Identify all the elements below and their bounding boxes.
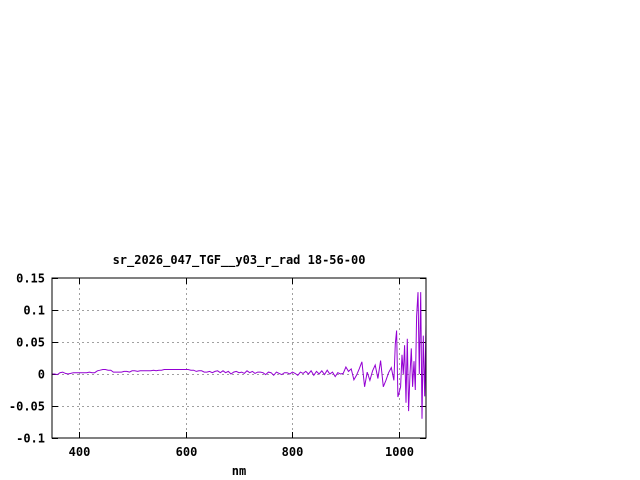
- y-tick-label: 0: [38, 368, 45, 382]
- y-tick-label: -0.05: [9, 400, 45, 414]
- series: [52, 292, 427, 419]
- ticks: 400 600 800 1000 -0.1 -0.05 0 0.05 0.1 0.15: [9, 272, 426, 459]
- y-tick-label: 0.1: [23, 304, 45, 318]
- grid: [52, 278, 426, 438]
- plot-frame: [51, 277, 427, 439]
- chart-title: sr_2026_047_TGF__y03_r_rad 18-56-00: [113, 253, 366, 268]
- x-tick-label: 600: [176, 445, 198, 459]
- y-tick-label: 0.15: [16, 272, 45, 286]
- x-tick-label: 800: [282, 445, 304, 459]
- series-line: [52, 292, 427, 419]
- x-tick-label: 1000: [385, 445, 414, 459]
- x-axis-label: nm: [232, 464, 246, 478]
- x-tick-label: 400: [69, 445, 91, 459]
- y-tick-label: 0.05: [16, 336, 45, 350]
- y-tick-label: -0.1: [16, 432, 45, 446]
